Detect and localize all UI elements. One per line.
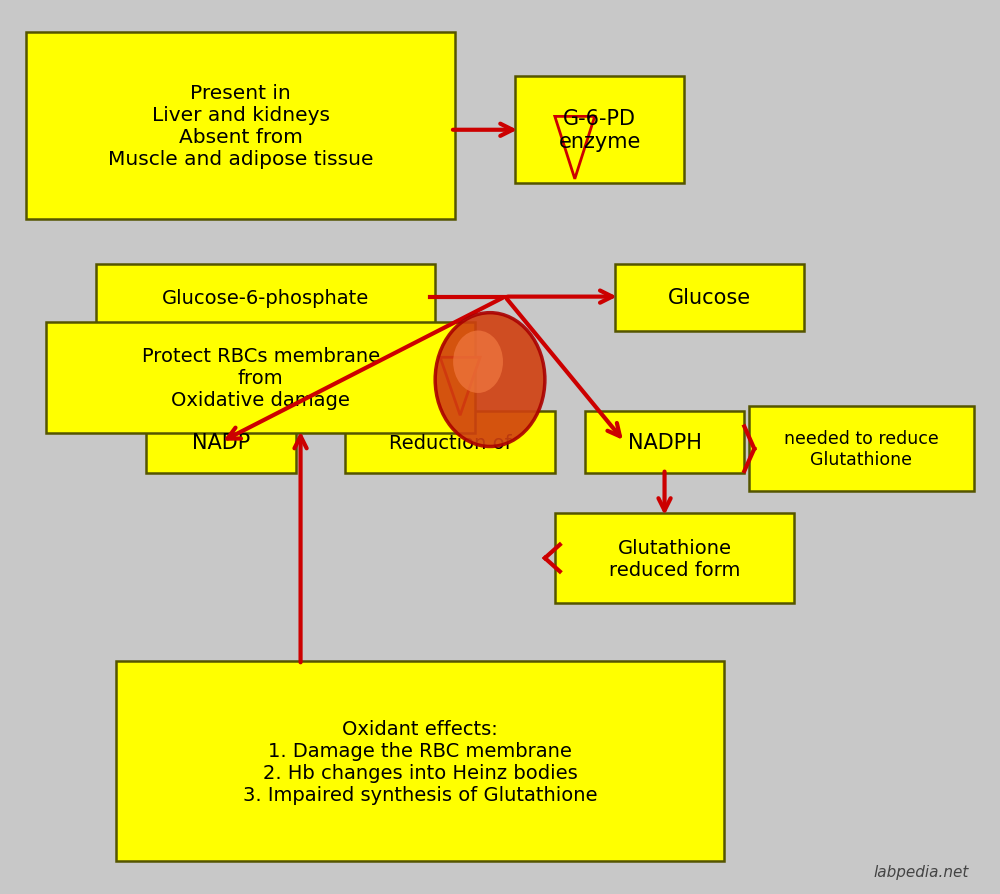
FancyBboxPatch shape (749, 407, 974, 492)
Text: Present in
Liver and kidneys
Absent from
Muscle and adipose tissue: Present in Liver and kidneys Absent from… (108, 84, 373, 169)
FancyBboxPatch shape (46, 322, 475, 434)
Text: Glutathione
reduced form: Glutathione reduced form (609, 538, 740, 579)
Text: labpedia.net: labpedia.net (873, 864, 969, 879)
Polygon shape (440, 358, 480, 416)
Polygon shape (555, 117, 595, 180)
FancyBboxPatch shape (345, 411, 555, 474)
FancyBboxPatch shape (146, 411, 296, 474)
FancyBboxPatch shape (26, 32, 455, 220)
Text: needed to reduce
Glutathione: needed to reduce Glutathione (784, 430, 939, 468)
FancyBboxPatch shape (585, 411, 744, 474)
Text: Glucose: Glucose (668, 288, 751, 308)
Text: NADP: NADP (192, 433, 250, 452)
Ellipse shape (453, 331, 503, 393)
FancyBboxPatch shape (96, 265, 435, 331)
Ellipse shape (435, 313, 545, 447)
Text: Protect RBCs membrane
from
Oxidative damage: Protect RBCs membrane from Oxidative dam… (142, 347, 380, 409)
FancyBboxPatch shape (615, 265, 804, 331)
Text: NADPH: NADPH (628, 433, 701, 452)
Text: Reduction of: Reduction of (389, 433, 511, 452)
FancyBboxPatch shape (515, 77, 684, 184)
Text: Oxidant effects:
1. Damage the RBC membrane
2. Hb changes into Heinz bodies
3. I: Oxidant effects: 1. Damage the RBC membr… (243, 719, 597, 804)
Text: Glucose-6-phosphate: Glucose-6-phosphate (162, 288, 369, 308)
FancyBboxPatch shape (555, 514, 794, 603)
Text: G-6-PD
enzyme: G-6-PD enzyme (559, 109, 641, 152)
FancyBboxPatch shape (116, 661, 724, 862)
